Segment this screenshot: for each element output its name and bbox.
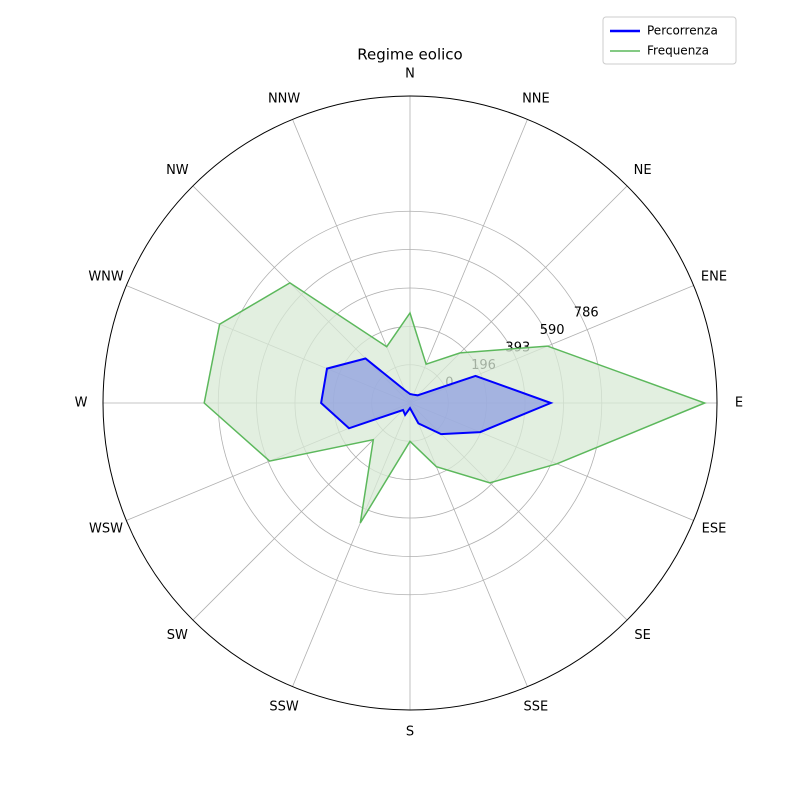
angle-label: N (405, 67, 415, 82)
angle-label: SSW (269, 699, 299, 714)
legend-label: Frequenza (647, 44, 709, 58)
r-tick-label: 786 (574, 306, 599, 321)
angle-label: ENE (701, 270, 727, 285)
angle-label: NE (634, 163, 652, 178)
outer-circle (102, 95, 718, 711)
angle-label: SSE (524, 699, 549, 714)
angle-label: E (735, 396, 743, 411)
angle-label: SW (167, 628, 188, 643)
series-area (320, 357, 554, 436)
angle-label: SE (634, 628, 650, 643)
angle-label: NNE (522, 92, 550, 107)
legend-box (602, 16, 737, 65)
angle-label: WSW (89, 521, 123, 536)
angle-label: W (75, 396, 88, 411)
angle-label: WNW (88, 270, 124, 285)
legend: Percorrenza Frequenza (602, 16, 737, 65)
angle-label: S (406, 725, 414, 740)
legend-label: Percorrenza (647, 24, 718, 38)
r-tick-label: 590 (540, 323, 565, 338)
angle-label: NW (166, 163, 189, 178)
angle-label: NNW (268, 92, 300, 107)
chart-title: Regime eolico (357, 46, 462, 64)
angle-label: ESE (702, 521, 727, 536)
